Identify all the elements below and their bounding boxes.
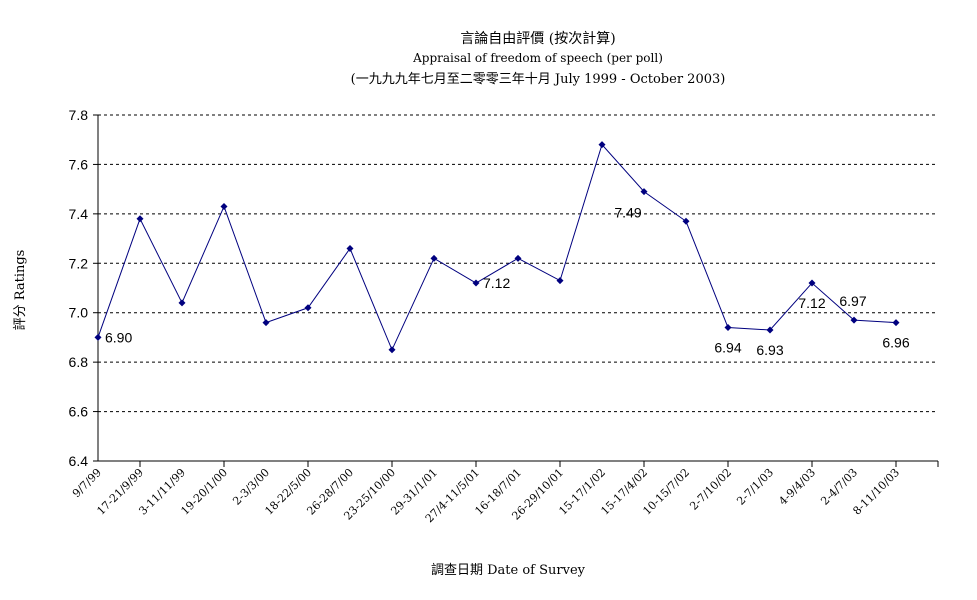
y-tick-label-7.0: 7.0	[69, 305, 89, 321]
data-point-10	[514, 254, 522, 262]
y-axis-ticks: 6.4 6.6 6.8 7.0 7.2 7.4 7.6 7.8	[69, 107, 98, 469]
data-label-16: 6.93	[756, 342, 783, 358]
series-ratings	[97, 143, 897, 352]
x-tick-label-17: 4-9/4/03	[776, 466, 818, 508]
data-label-13: 7.49	[614, 205, 641, 221]
data-point-4	[262, 319, 270, 327]
data-point-12	[598, 141, 606, 149]
data-point-19	[892, 319, 900, 327]
data-points	[94, 141, 900, 354]
x-tick-label-18: 2-4/7/03	[818, 466, 860, 508]
chart-subtitle-date-range: (一九九九年七月至二零零三年十月 July 1999 - October 200…	[351, 72, 726, 87]
data-point-15	[724, 324, 732, 332]
data-point-18	[850, 316, 858, 324]
data-point-14	[682, 217, 690, 225]
data-label-0: 6.90	[105, 329, 132, 345]
x-tick-label-16: 2-7/1/03	[734, 466, 776, 508]
y-axis-label: 評分 Ratings	[13, 250, 28, 331]
data-point-9	[472, 279, 480, 287]
data-point-2	[178, 299, 186, 307]
data-point-6	[346, 244, 354, 252]
chart-title: 言論自由評價 (按次計算)	[460, 30, 615, 47]
data-point-8	[430, 254, 438, 262]
y-tick-label-6.4: 6.4	[69, 453, 89, 469]
chart-subtitle: Appraisal of freedom of speech (per poll…	[412, 51, 663, 65]
data-point-16	[766, 326, 774, 334]
data-point-5	[304, 304, 312, 312]
y-tick-label-6.8: 6.8	[69, 354, 89, 370]
axes	[97, 115, 938, 462]
y-tick-label-6.6: 6.6	[69, 404, 89, 420]
data-labels: 6.90 7.12 7.49 6.94 6.93 7.12 6.97 6.96	[105, 205, 910, 358]
x-tick-label-0: 9/7/99	[70, 466, 104, 500]
data-point-13	[640, 188, 648, 196]
gridlines	[98, 114, 938, 413]
data-label-19: 6.96	[882, 335, 909, 351]
y-tick-label-7.4: 7.4	[69, 206, 89, 222]
x-tick-label-15: 2-7/10/02	[687, 466, 734, 513]
data-point-3	[220, 202, 228, 210]
y-tick-label-7.2: 7.2	[69, 255, 89, 271]
data-label-18: 6.97	[839, 293, 866, 309]
y-tick-label-7.8: 7.8	[69, 107, 89, 123]
y-tick-label-7.6: 7.6	[69, 156, 89, 172]
data-point-17	[808, 279, 816, 287]
data-point-11	[556, 277, 564, 285]
data-point-1	[136, 215, 144, 223]
data-point-0	[94, 333, 102, 341]
x-tick-label-4: 2-3/3/00	[230, 466, 272, 508]
data-label-17: 7.12	[798, 295, 825, 311]
series-line	[97, 143, 897, 352]
data-point-7	[388, 346, 396, 354]
data-label-15: 6.94	[714, 340, 741, 356]
data-label-9: 7.12	[483, 275, 510, 291]
x-axis-label: 調查日期 Date of Survey	[431, 563, 586, 578]
